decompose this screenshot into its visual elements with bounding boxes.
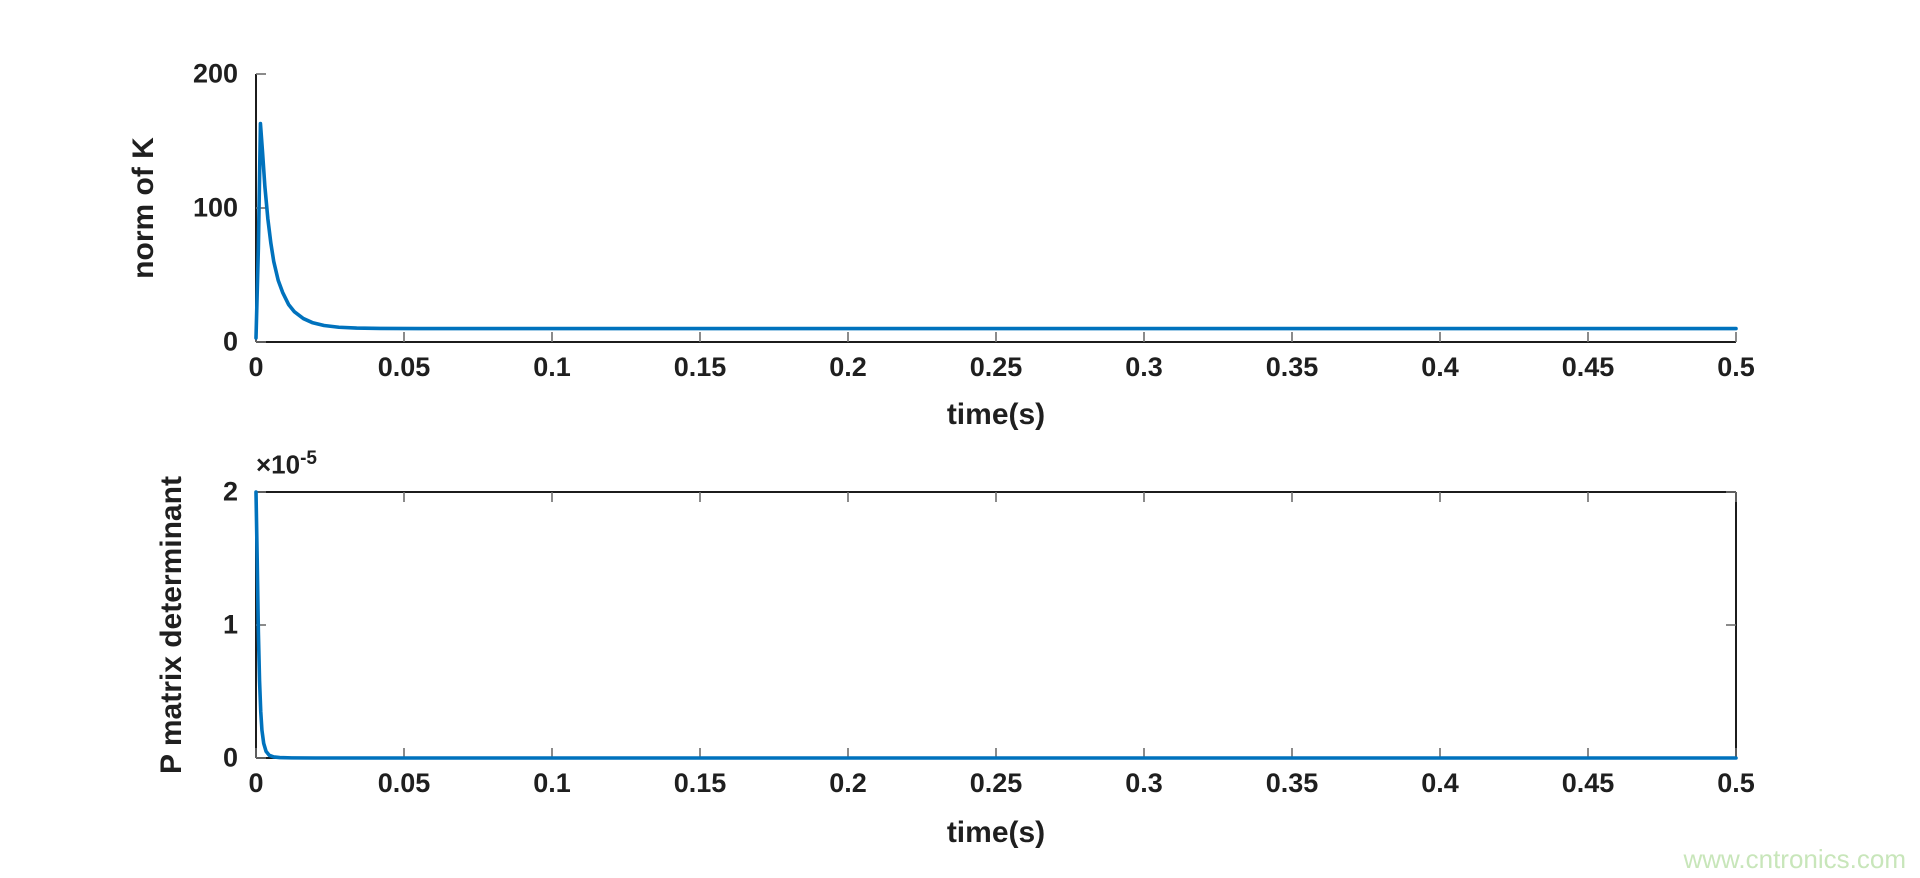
x-tick-label: 0.15 [673,768,727,798]
y-tick-label: 200 [192,58,238,89]
watermark-text: www.cntronics.com [1683,844,1907,874]
norm-k-ytick-labels: 0 100 200 [0,59,240,357]
x-tick-label: 0.3 [1125,352,1163,382]
x-tick-label: 0 [248,352,264,382]
x-tick-label: 0.45 [1561,352,1615,382]
norm-k-xtick-labels: 0 0.05 0.1 0.15 0.2 0.25 0.3 0.35 0.4 0.45 0.5 [248,352,1754,384]
x-tick-label: 0.05 [377,352,431,382]
y-axis-exponent-label: ×10-5 [256,448,317,481]
norm-k-plot-area [254,73,1738,343]
x-tick-label: 0.5 [1717,352,1755,382]
x-tick-label: 0.3 [1125,768,1163,798]
x-tick-label: 0 [248,768,264,798]
x-tick-label: 0.4 [1421,768,1459,798]
det-p-plot-area [254,490,1738,760]
norm-k-svg [254,73,1738,343]
y-tick-label: 0 [222,742,238,773]
x-tick-label: 0.1 [533,352,571,382]
exponent-base: ×10 [256,449,301,480]
det-p-xtick-labels: 0 0.05 0.1 0.15 0.2 0.25 0.3 0.35 0.4 0.45 0.5 [248,768,1754,800]
x-tick-label: 0.35 [1265,352,1319,382]
x-tick-label: 0.25 [969,768,1023,798]
y-tick-label: 2 [222,476,238,507]
y-tick-label: 100 [192,192,238,223]
x-tick-label: 0.1 [533,768,571,798]
det-p-line [254,490,1738,760]
x-tick-label: 0.5 [1717,768,1755,798]
x-tick-label: 0.05 [377,768,431,798]
y-tick-label: 0 [222,326,238,357]
det-p-svg [254,490,1738,760]
x-tick-label: 0.45 [1561,768,1615,798]
det-p-ytick-labels: 0 1 2 [0,477,240,773]
y-tick-label: 1 [222,609,238,640]
x-tick-label: 0.2 [829,768,867,798]
x-tick-label: 0.15 [673,352,727,382]
x-tick-label: 0.2 [829,352,867,382]
x-axis-label-bottom: time(s) [946,816,1046,849]
norm-k-line [254,121,1738,340]
x-axis-label-top: time(s) [946,398,1046,431]
x-tick-label: 0.25 [969,352,1023,382]
exponent-power: -5 [300,448,318,469]
x-tick-label: 0.4 [1421,352,1459,382]
x-tick-label: 0.35 [1265,768,1319,798]
